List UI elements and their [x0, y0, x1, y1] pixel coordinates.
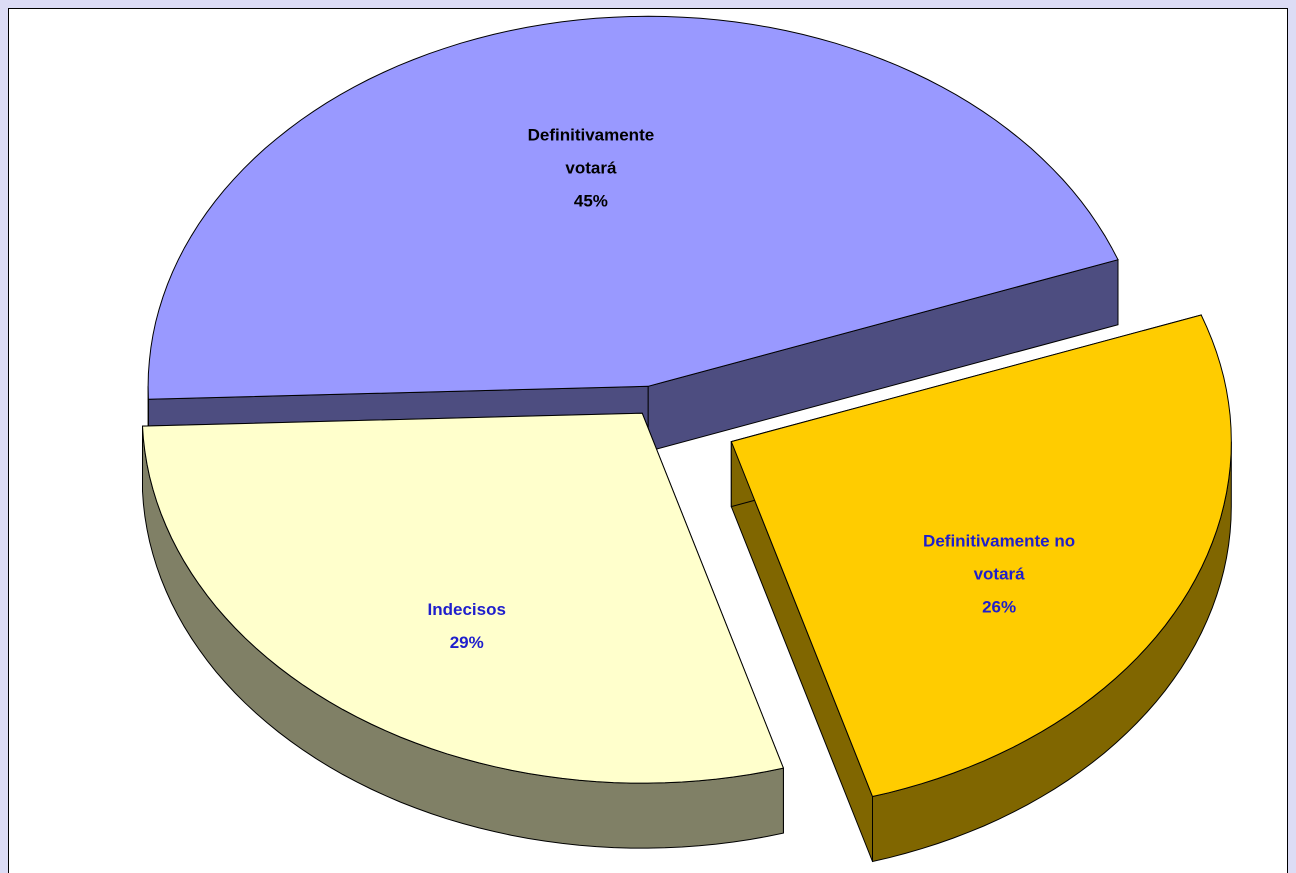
slice — [141, 412, 785, 784]
data-label: Indecisos 29% — [377, 593, 557, 659]
value-label: 29% — [449, 632, 484, 652]
category-label: Definitivamente votará — [527, 125, 655, 178]
value-label: 45% — [573, 191, 608, 211]
value-label: 26% — [982, 597, 1017, 617]
slice — [730, 314, 1232, 798]
slice — [147, 15, 1119, 400]
category-label: Indecisos — [427, 599, 506, 619]
chart — [141, 15, 1232, 863]
data-label: Definitivamente votará 45% — [501, 119, 681, 218]
plot-area: Definitivamente votará 45% Indecisos 29% Def… — [8, 8, 1288, 873]
data-label: Definitivamente no votará 26% — [909, 525, 1089, 624]
category-label: Definitivamente no votará — [923, 531, 1076, 584]
